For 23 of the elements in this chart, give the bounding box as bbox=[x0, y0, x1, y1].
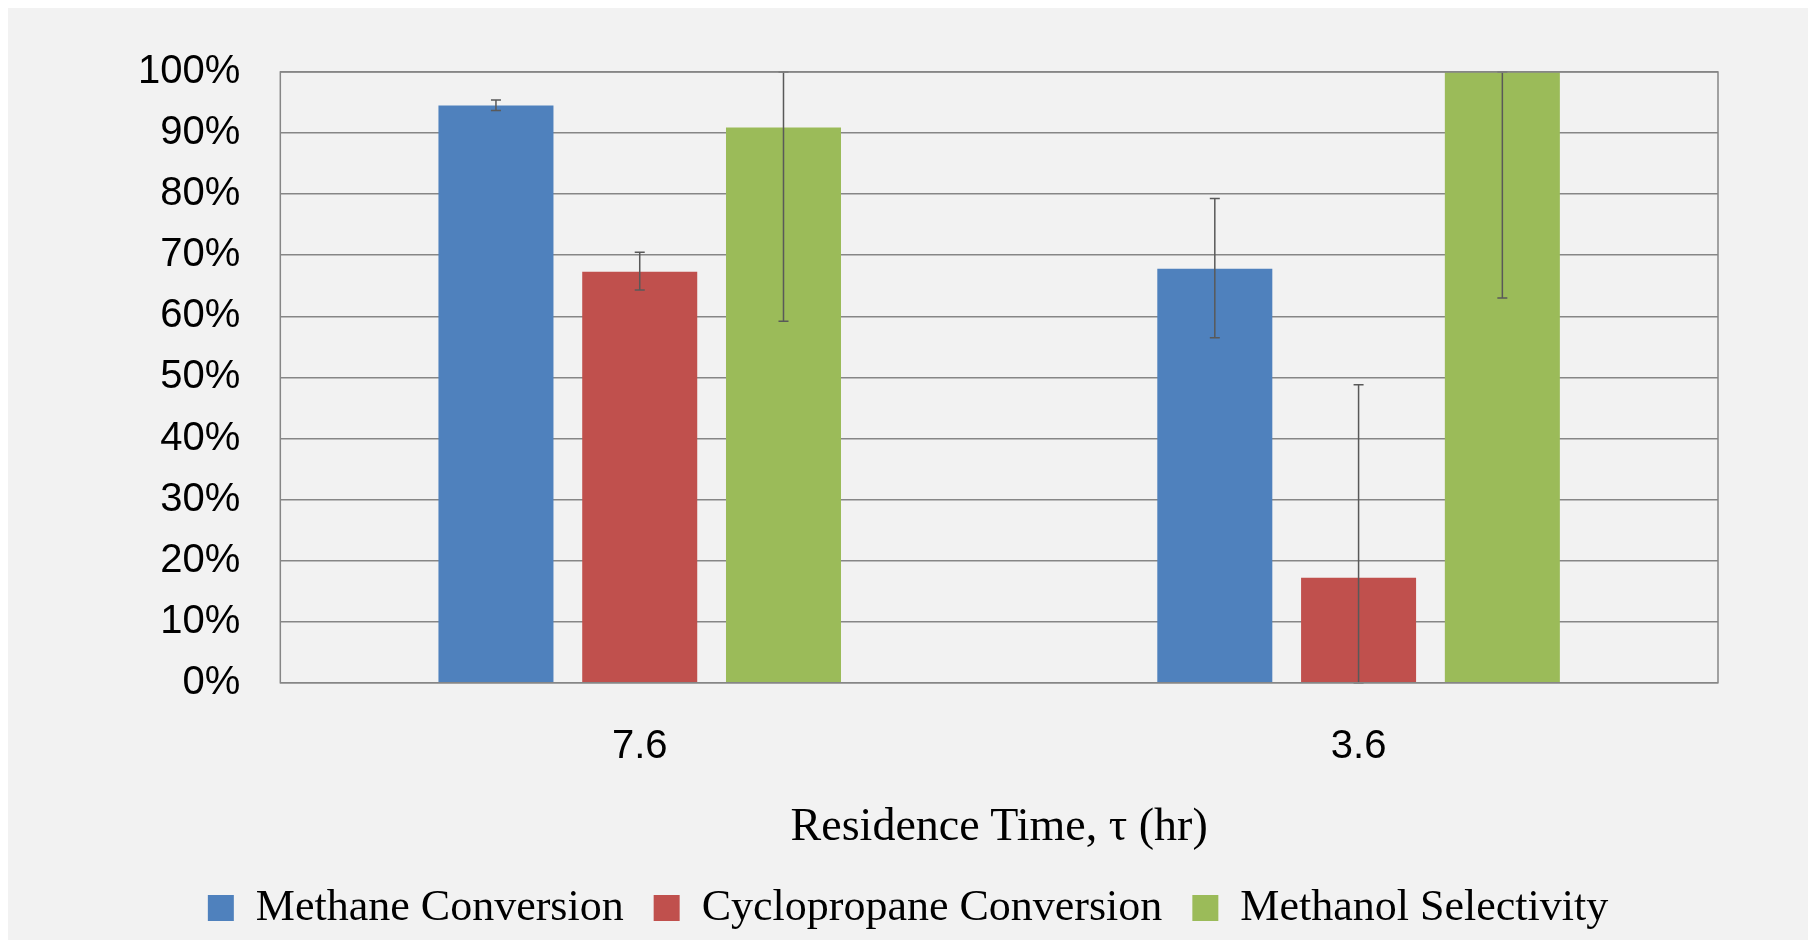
y-tick-label: 90% bbox=[160, 108, 241, 153]
x-tick-label: 7.6 bbox=[611, 721, 668, 766]
y-tick-label: 80% bbox=[160, 169, 241, 214]
bar bbox=[582, 271, 698, 683]
legend-label: Methanol Selectivity bbox=[1240, 880, 1609, 930]
bar bbox=[438, 105, 554, 683]
legend-label: Methane Conversion bbox=[255, 880, 624, 930]
y-tick-label: 10% bbox=[160, 596, 241, 641]
y-tick-label: 50% bbox=[160, 352, 241, 397]
bar bbox=[1301, 577, 1417, 683]
x-axis-title: Residence Time, τ (hr) bbox=[790, 799, 1208, 851]
legend-label: Cyclopropane Conversion bbox=[701, 880, 1163, 930]
bar bbox=[725, 127, 842, 683]
y-tick-label: 100% bbox=[137, 47, 241, 92]
y-tick-label: 40% bbox=[160, 413, 241, 458]
y-tick-label: 60% bbox=[160, 291, 241, 336]
y-tick-label: 20% bbox=[160, 535, 241, 580]
bar bbox=[1157, 268, 1273, 683]
x-tick-label: 3.6 bbox=[1330, 721, 1387, 766]
y-tick-label: 0% bbox=[182, 657, 241, 702]
bar bbox=[1444, 72, 1560, 683]
y-tick-label: 70% bbox=[160, 230, 241, 275]
y-tick-label: 30% bbox=[160, 474, 241, 519]
